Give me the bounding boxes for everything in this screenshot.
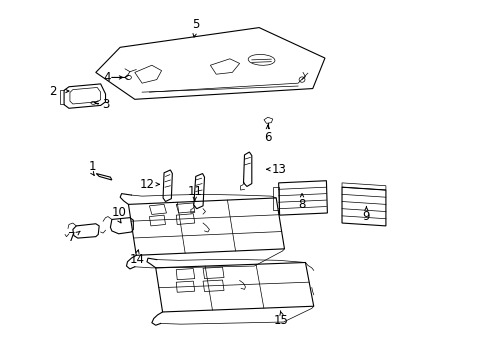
Text: 7: 7: [67, 231, 75, 244]
Text: 4: 4: [103, 71, 110, 84]
Text: 5: 5: [192, 18, 199, 31]
Text: 11: 11: [187, 185, 202, 198]
Text: 13: 13: [271, 163, 285, 176]
Text: 1: 1: [88, 160, 96, 173]
Text: 10: 10: [111, 207, 126, 220]
Text: 2: 2: [49, 85, 57, 98]
Text: 6: 6: [264, 131, 271, 144]
Text: 9: 9: [362, 210, 369, 223]
Text: 8: 8: [298, 198, 305, 211]
Text: 12: 12: [139, 178, 154, 191]
Text: 3: 3: [102, 98, 109, 111]
Text: 15: 15: [273, 314, 288, 327]
Text: 14: 14: [129, 253, 144, 266]
